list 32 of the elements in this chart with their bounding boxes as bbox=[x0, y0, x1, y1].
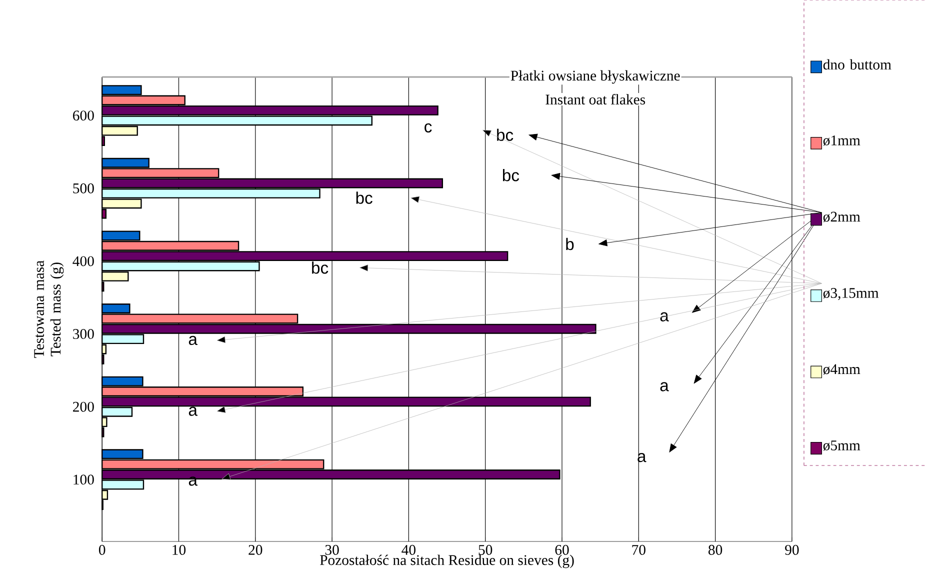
annotation: bc bbox=[312, 262, 328, 274]
annotation: b bbox=[566, 238, 574, 250]
x-tick-label: 20 bbox=[248, 545, 262, 556]
y-tick-label: 100 bbox=[74, 474, 94, 485]
legend-label: ø1mm bbox=[823, 136, 860, 146]
x-tick-label: 50 bbox=[478, 545, 492, 556]
x-tick-label: 90 bbox=[785, 545, 799, 556]
annotation: bc bbox=[502, 169, 520, 182]
y-axis-title: Testowana masa Tested mass (g) bbox=[34, 260, 64, 358]
y-tick-label: 500 bbox=[73, 184, 94, 194]
x-axis-title: Pozostałość na sitach Residue on sieves (g) bbox=[320, 554, 574, 568]
annotation: a bbox=[188, 406, 198, 416]
x-tick-label: 10 bbox=[172, 545, 186, 556]
annotation: bc bbox=[356, 192, 372, 204]
chart-title: Płatki owsiane błyskawiczne bbox=[510, 70, 680, 84]
annotation: bc bbox=[497, 128, 514, 142]
x-tick-label: 40 bbox=[402, 545, 416, 556]
text: Instant oat flakes bbox=[546, 94, 646, 105]
y-tick-label: 200 bbox=[73, 402, 94, 412]
annotation: a bbox=[188, 336, 198, 346]
y-tick-label: 400 bbox=[72, 256, 94, 266]
x-tick-label: 60 bbox=[555, 545, 569, 556]
x-tick-label: 70 bbox=[632, 545, 646, 556]
y-tick-label: 300 bbox=[73, 329, 94, 340]
annotation: c bbox=[424, 124, 432, 133]
x-tick-label: 30 bbox=[325, 545, 339, 556]
legend-label: dno buttom bbox=[823, 59, 892, 70]
x-tick-label: 0 bbox=[98, 545, 106, 556]
annotation: a bbox=[660, 382, 669, 392]
y-tick-label: 600 bbox=[73, 110, 94, 121]
annotation: a bbox=[660, 312, 669, 322]
x-tick-label: 80 bbox=[708, 545, 722, 556]
